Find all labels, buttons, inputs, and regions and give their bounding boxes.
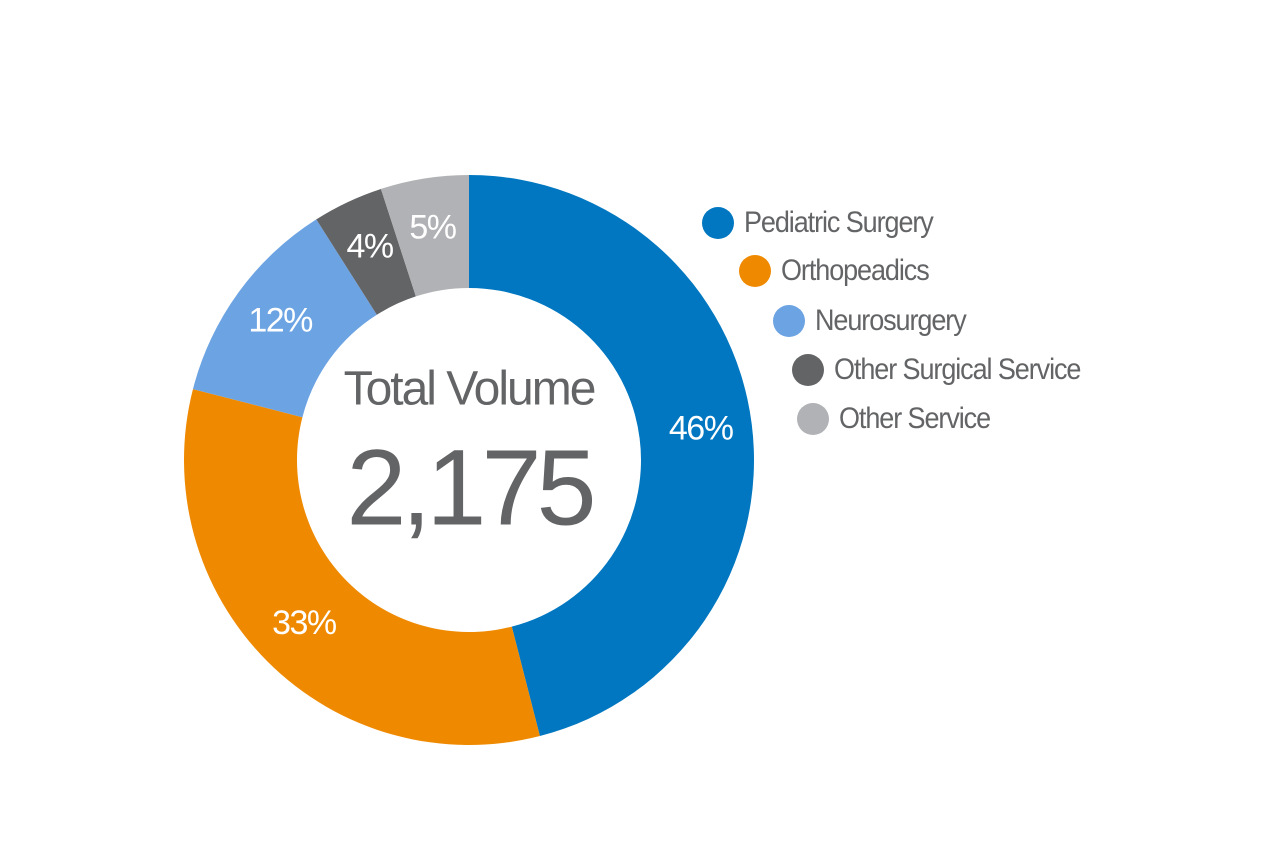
data-label: 33% [272,604,337,642]
slice-other-surgical-service [316,188,416,315]
legend-label: Orthopeadics [781,254,930,287]
slice-pediatric-surgery [469,175,754,737]
legend-item: Neurosurgery [773,303,982,339]
legend-item: Pediatric Surgery [702,205,954,241]
legend-label: Pediatric Surgery [744,206,934,239]
legend-swatch [792,354,824,386]
legend-label: Other Surgical Service [834,353,1081,386]
slice-orthopeadics [183,389,540,746]
data-label: 46% [669,410,734,448]
data-label: 4% [347,228,394,266]
legend-item: Orthopeadics [739,253,945,289]
data-label: 5% [409,208,456,246]
legend-swatch [702,207,734,239]
center-label: Total Volume [344,363,595,416]
legend-label: Other Service [839,402,991,435]
center-value: 2,175 [346,427,592,548]
legend-swatch [773,305,805,337]
legend-swatch [797,403,829,435]
data-label: 12% [248,302,313,340]
slice-other-service [380,175,469,297]
slice-neurosurgery [192,219,377,418]
legend-label: Neurosurgery [815,304,967,337]
legend-swatch [739,255,771,287]
legend-item: Other Surgical Service [792,352,1108,388]
legend-item: Other Service [797,401,1007,437]
